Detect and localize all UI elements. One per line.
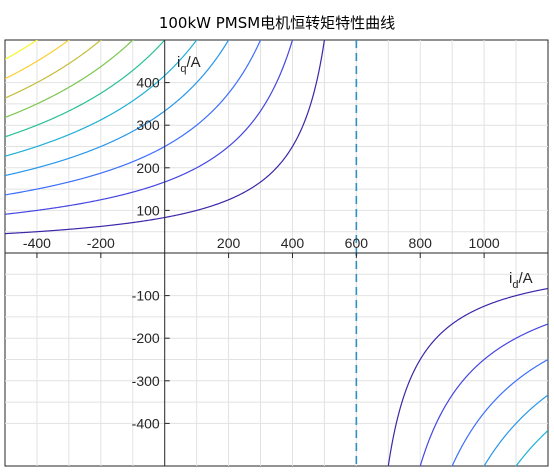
y-tick-label: 200	[136, 160, 160, 176]
torque-curve	[5, 40, 102, 99]
torque-curve	[5, 40, 198, 157]
x-tick-label: 600	[345, 235, 369, 251]
x-tick-label: 800	[409, 235, 433, 251]
torque-curve	[483, 394, 548, 466]
y-tick-label: -200	[132, 330, 160, 346]
chart-title: 100kW PMSM电机恒转矩特性曲线	[159, 14, 395, 32]
x-tick-label: -200	[87, 235, 115, 251]
torque-curve	[5, 40, 326, 235]
torque-curve	[5, 40, 70, 80]
torque-curve	[515, 430, 548, 466]
y-tick-label: 100	[136, 202, 160, 218]
y-tick-label: -400	[132, 415, 160, 431]
y-tick-label: 300	[136, 117, 160, 133]
torque-curve	[5, 40, 134, 119]
torque-curve	[451, 358, 548, 466]
torque-curve	[419, 323, 548, 466]
torque-curve	[5, 40, 294, 215]
y-tick-label: -300	[132, 373, 160, 389]
torque-curves	[5, 40, 548, 466]
x-tick-label: 400	[281, 235, 305, 251]
axes	[5, 40, 548, 466]
torque-curve	[387, 287, 548, 466]
x-tick-label: -400	[23, 235, 51, 251]
torque-curve	[5, 40, 230, 177]
torque-curve	[547, 465, 548, 466]
x-tick-label: 1000	[469, 235, 500, 251]
y-tick-label: 400	[136, 75, 160, 91]
x-tick-label: 200	[217, 235, 241, 251]
torque-curve	[5, 40, 166, 138]
tick-labels: -400 -200 200 400 600 800 1000 -400 -300 -200 -100…	[23, 75, 500, 432]
y-tick-label: -100	[132, 288, 160, 304]
torque-curve	[5, 40, 262, 196]
